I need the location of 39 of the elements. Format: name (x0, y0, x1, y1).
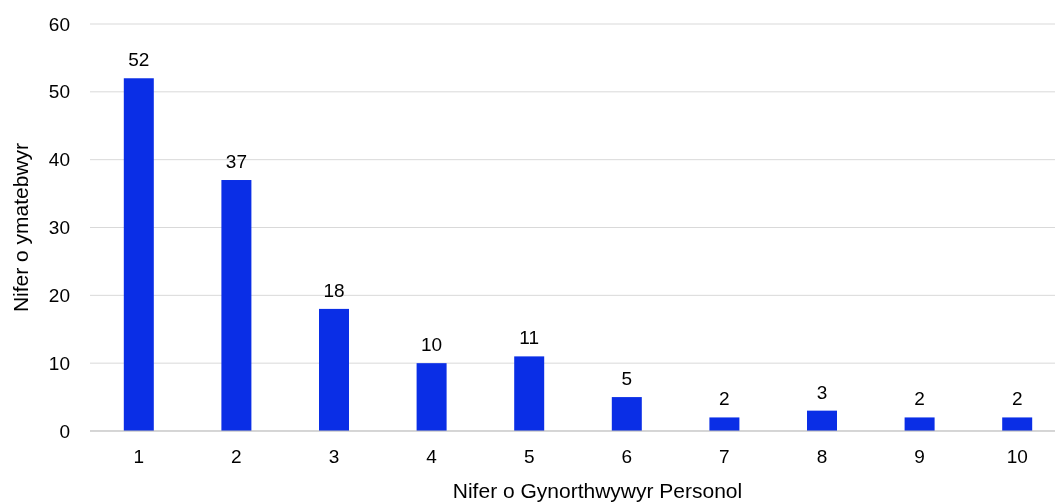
x-tick-label: 4 (426, 446, 438, 467)
y-tick-label: 0 (59, 420, 70, 442)
x-tick-label: 9 (914, 446, 925, 467)
y-tick-label: 20 (48, 284, 70, 306)
y-tick-label: 40 (48, 149, 70, 171)
data-label: 5 (621, 368, 633, 390)
bar (319, 308, 349, 431)
x-tick-label: 3 (328, 446, 340, 467)
data-label: 2 (1011, 388, 1023, 410)
data-label: 2 (914, 388, 925, 410)
bar (904, 417, 935, 431)
y-tick-label: 60 (48, 13, 70, 35)
data-label: 11 (519, 327, 540, 349)
x-tick-label: 2 (231, 446, 242, 467)
data-label: 2 (719, 388, 730, 410)
x-tick-label: 10 (1006, 446, 1028, 467)
x-tick-label: 6 (621, 446, 633, 467)
x-tick-label: 1 (133, 446, 145, 467)
bar (807, 410, 837, 431)
bar (514, 356, 545, 431)
bar (221, 180, 252, 431)
x-tick-label: 7 (719, 446, 730, 467)
bar (123, 78, 154, 431)
y-tick-label: 50 (48, 81, 70, 103)
x-tick-label: 5 (523, 446, 535, 467)
bar (709, 417, 740, 431)
bar (416, 363, 447, 431)
y-axis-title: Nifer o ymatebwyr (9, 142, 32, 313)
data-label: 10 (421, 334, 443, 356)
data-label: 52 (128, 49, 150, 71)
x-tick-label: 8 (816, 446, 828, 467)
data-label: 3 (816, 381, 828, 403)
bar (1002, 417, 1033, 431)
y-tick-label: 30 (48, 217, 70, 239)
data-label: 18 (323, 279, 345, 301)
x-axis-title: Nifer o Gynorthwywyr Personol (452, 479, 743, 502)
y-tick-label: 10 (48, 352, 70, 374)
bar (611, 397, 642, 431)
data-label: 37 (225, 151, 247, 173)
